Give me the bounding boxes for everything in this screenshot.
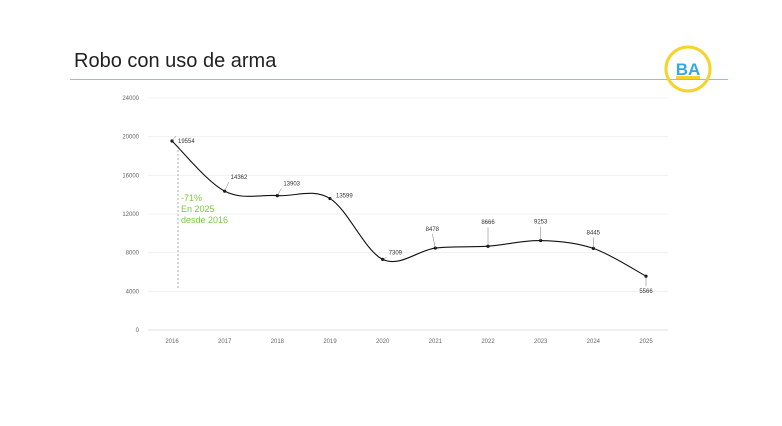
x-tick-label: 2023 bbox=[534, 339, 548, 345]
data-label: 7309 bbox=[389, 250, 403, 256]
logo-text: BA bbox=[676, 60, 701, 79]
data-point bbox=[223, 189, 227, 193]
series-line bbox=[171, 140, 647, 277]
y-tick-label: 20000 bbox=[122, 135, 139, 141]
y-tick-label: 16000 bbox=[122, 173, 139, 179]
data-label: 8666 bbox=[481, 220, 495, 226]
leader-line bbox=[382, 257, 387, 260]
y-tick-label: 24000 bbox=[122, 96, 139, 102]
y-tick-label: 0 bbox=[136, 328, 140, 334]
annotation-text: En 2025 bbox=[181, 204, 215, 214]
x-tick-label: 2022 bbox=[481, 339, 495, 345]
annotation-text: desde 2016 bbox=[181, 215, 228, 225]
leader-line bbox=[224, 182, 229, 192]
x-tick-label: 2024 bbox=[587, 339, 601, 345]
x-tick-label: 2018 bbox=[271, 339, 285, 345]
x-tick-label: 2019 bbox=[323, 339, 337, 345]
x-tick-label: 2021 bbox=[429, 339, 443, 345]
data-label: 14362 bbox=[231, 175, 248, 181]
page-title: Robo con uso de arma bbox=[74, 50, 277, 72]
y-tick-label: 8000 bbox=[126, 251, 140, 257]
x-tick-label: 2020 bbox=[376, 339, 390, 345]
y-tick-label: 12000 bbox=[122, 212, 139, 218]
leader-line bbox=[432, 233, 436, 249]
data-label: 8445 bbox=[587, 230, 601, 236]
x-tick-label: 2016 bbox=[165, 339, 179, 345]
ba-logo-icon: BA bbox=[664, 45, 712, 93]
data-label: 5566 bbox=[639, 289, 653, 295]
leader-line bbox=[277, 188, 282, 196]
data-label: 9253 bbox=[534, 220, 548, 226]
x-tick-label: 2017 bbox=[218, 339, 232, 345]
data-label: 19554 bbox=[178, 139, 195, 145]
data-label: 13903 bbox=[283, 182, 300, 188]
data-label: 13599 bbox=[336, 194, 353, 200]
leader-line bbox=[171, 135, 177, 142]
y-tick-label: 4000 bbox=[126, 289, 140, 295]
leader-line bbox=[329, 198, 335, 201]
annotation-text: -71% bbox=[181, 193, 202, 203]
data-label: 8478 bbox=[426, 227, 440, 233]
x-tick-label: 2025 bbox=[639, 339, 653, 345]
title-divider bbox=[70, 79, 728, 80]
